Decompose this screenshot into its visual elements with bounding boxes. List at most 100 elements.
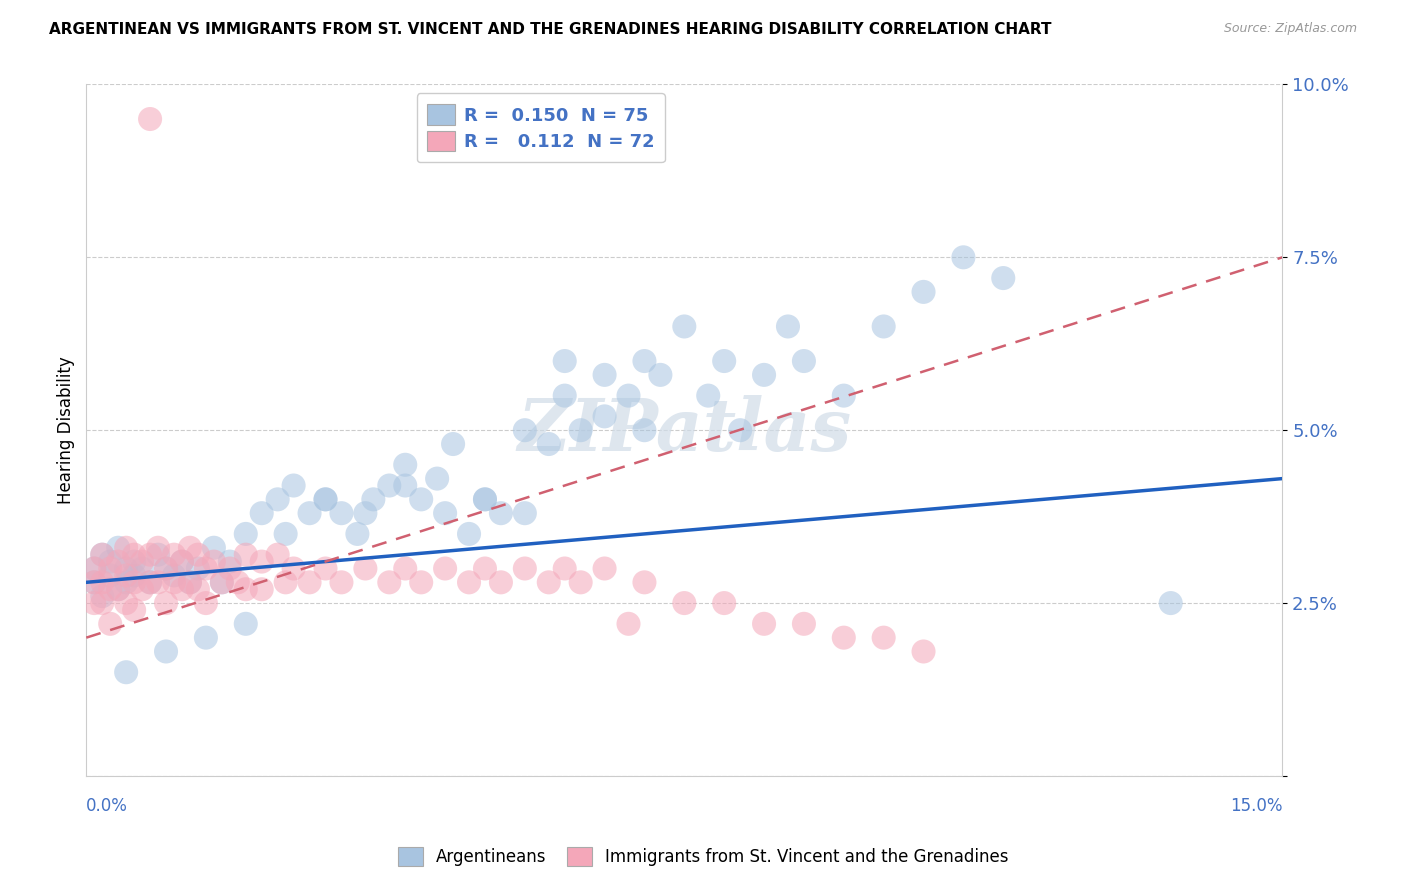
Point <box>513 423 536 437</box>
Point <box>139 575 162 590</box>
Point <box>98 582 121 597</box>
Point <box>315 492 337 507</box>
Point <box>155 561 177 575</box>
Point <box>394 458 416 472</box>
Point <box>98 616 121 631</box>
Point <box>107 541 129 555</box>
Point <box>115 541 138 555</box>
Point <box>330 575 353 590</box>
Point <box>513 506 536 520</box>
Point <box>650 368 672 382</box>
Point <box>250 506 273 520</box>
Y-axis label: Hearing Disability: Hearing Disability <box>58 356 75 504</box>
Point <box>513 561 536 575</box>
Point <box>139 548 162 562</box>
Point <box>139 575 162 590</box>
Point <box>235 548 257 562</box>
Point <box>226 575 249 590</box>
Point <box>283 478 305 492</box>
Point <box>83 596 105 610</box>
Point <box>179 541 201 555</box>
Legend: Argentineans, Immigrants from St. Vincent and the Grenadines: Argentineans, Immigrants from St. Vincen… <box>389 838 1017 875</box>
Point <box>554 389 576 403</box>
Point <box>139 112 162 126</box>
Point <box>107 555 129 569</box>
Point <box>155 644 177 658</box>
Point <box>235 582 257 597</box>
Point <box>378 575 401 590</box>
Point <box>426 472 449 486</box>
Text: Source: ZipAtlas.com: Source: ZipAtlas.com <box>1223 22 1357 36</box>
Point <box>131 561 153 575</box>
Point <box>912 285 935 299</box>
Point <box>315 492 337 507</box>
Point <box>537 575 560 590</box>
Point <box>458 527 481 541</box>
Point <box>211 575 233 590</box>
Point <box>122 568 145 582</box>
Legend: R =  0.150  N = 75, R =   0.112  N = 72: R = 0.150 N = 75, R = 0.112 N = 72 <box>416 94 665 162</box>
Point <box>713 354 735 368</box>
Point <box>776 319 799 334</box>
Text: 0.0%: 0.0% <box>86 797 128 814</box>
Point <box>394 561 416 575</box>
Point <box>91 575 114 590</box>
Point <box>593 561 616 575</box>
Point <box>250 555 273 569</box>
Point <box>91 548 114 562</box>
Point <box>194 631 217 645</box>
Point <box>146 541 169 555</box>
Point <box>697 389 720 403</box>
Point <box>832 631 855 645</box>
Point <box>163 568 186 582</box>
Point <box>554 561 576 575</box>
Point <box>107 582 129 597</box>
Point <box>266 492 288 507</box>
Point <box>250 582 273 597</box>
Point <box>122 548 145 562</box>
Point <box>115 596 138 610</box>
Point <box>83 575 105 590</box>
Point <box>115 665 138 680</box>
Point <box>187 548 209 562</box>
Point <box>83 561 105 575</box>
Point <box>474 561 496 575</box>
Point <box>673 319 696 334</box>
Point <box>266 548 288 562</box>
Point <box>115 561 138 575</box>
Point <box>91 589 114 603</box>
Point <box>411 492 433 507</box>
Point <box>179 575 201 590</box>
Point <box>298 506 321 520</box>
Point <box>115 575 138 590</box>
Point <box>474 492 496 507</box>
Point <box>163 548 186 562</box>
Point <box>363 492 385 507</box>
Point <box>283 561 305 575</box>
Point <box>98 555 121 569</box>
Point <box>83 575 105 590</box>
Point <box>872 631 894 645</box>
Point <box>952 250 974 264</box>
Point <box>489 506 512 520</box>
Point <box>441 437 464 451</box>
Point <box>354 506 377 520</box>
Point <box>633 423 655 437</box>
Point <box>569 575 592 590</box>
Point <box>122 555 145 569</box>
Point <box>218 555 240 569</box>
Point <box>98 568 121 582</box>
Point <box>593 409 616 424</box>
Point <box>146 575 169 590</box>
Point <box>434 561 457 575</box>
Point <box>434 506 457 520</box>
Point <box>315 561 337 575</box>
Point <box>187 561 209 575</box>
Point <box>235 616 257 631</box>
Point <box>354 561 377 575</box>
Point <box>122 575 145 590</box>
Point <box>115 568 138 582</box>
Text: ZIPatlas: ZIPatlas <box>517 394 852 466</box>
Text: ARGENTINEAN VS IMMIGRANTS FROM ST. VINCENT AND THE GRENADINES HEARING DISABILITY: ARGENTINEAN VS IMMIGRANTS FROM ST. VINCE… <box>49 22 1052 37</box>
Point <box>537 437 560 451</box>
